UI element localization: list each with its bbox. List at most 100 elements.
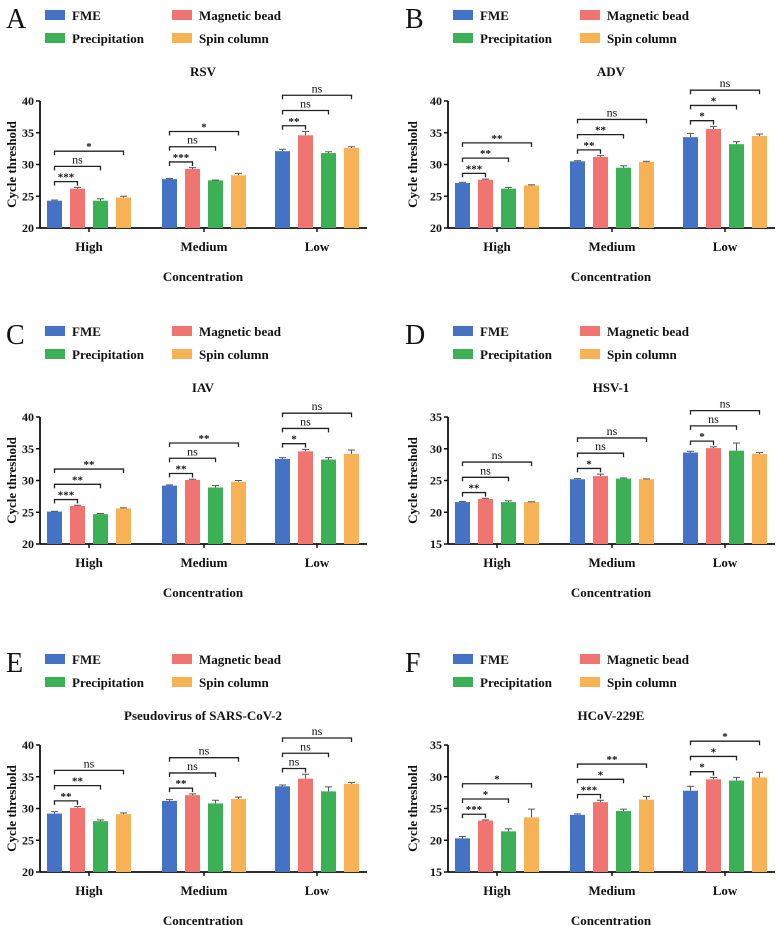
bar-fme-low bbox=[683, 790, 698, 872]
significance-bracket: * bbox=[576, 769, 625, 784]
bar-magnetic-bead-high bbox=[478, 820, 493, 872]
bracket-line bbox=[461, 142, 533, 147]
bracket-line bbox=[281, 737, 353, 743]
legend-swatch bbox=[580, 33, 600, 43]
category-label: Medium bbox=[589, 239, 636, 254]
y-axis-label: Cycle threshold bbox=[405, 120, 420, 208]
significance-label: * bbox=[711, 95, 717, 107]
significance-bracket: * bbox=[689, 111, 715, 125]
legend-label: Magnetic bead bbox=[199, 652, 282, 667]
significance-bracket: * bbox=[689, 95, 738, 110]
legend-label: Spin column bbox=[607, 31, 677, 46]
y-tick-label: 20 bbox=[22, 865, 34, 879]
significance-label: * bbox=[201, 121, 207, 133]
y-axis-label: Cycle threshold bbox=[4, 436, 19, 524]
legend-item: Precipitation bbox=[453, 675, 553, 690]
bracket-line bbox=[168, 757, 240, 762]
category-label: Low bbox=[305, 883, 330, 898]
bar-spin-column-low bbox=[752, 453, 767, 544]
bracket-line bbox=[281, 443, 307, 448]
y-axis-label: Cycle threshold bbox=[405, 436, 420, 524]
significance-bracket: ** bbox=[53, 791, 79, 805]
significance-label: ** bbox=[72, 776, 84, 788]
significance-bracket: *** bbox=[461, 163, 487, 178]
significance-bracket: * bbox=[689, 746, 738, 761]
legend-swatch bbox=[172, 326, 192, 336]
bracket-line bbox=[281, 94, 353, 100]
bar-precipitation-medium bbox=[208, 803, 223, 872]
legend-label: Magnetic bead bbox=[199, 8, 282, 23]
panel-b: B FME Magnetic bead Precipitation Spin colum… bbox=[405, 4, 775, 284]
significance-bracket: ns bbox=[168, 133, 217, 151]
chart-title: IAV bbox=[192, 380, 215, 395]
significance-label: ns bbox=[607, 105, 618, 119]
bar-fme-medium bbox=[162, 800, 177, 872]
bracket-line bbox=[689, 410, 761, 415]
panel-letter: D bbox=[405, 320, 425, 351]
significance-label: * bbox=[598, 769, 604, 781]
legend: FME Magnetic bead Precipitation Spin column bbox=[45, 652, 282, 690]
panel-a: A FME Magnetic bead Precipitation Spin colum… bbox=[4, 4, 367, 284]
bracket-line bbox=[576, 134, 625, 139]
bar-spin-column-high bbox=[524, 817, 539, 872]
legend-item: Spin column bbox=[580, 347, 677, 362]
bar-fme-high bbox=[47, 813, 62, 872]
y-tick-label: 30 bbox=[430, 158, 442, 172]
bar-spin-column-high bbox=[116, 814, 131, 872]
significance-label: ns bbox=[289, 754, 300, 768]
legend-label: FME bbox=[72, 324, 101, 339]
bar-spin-column-medium bbox=[231, 798, 246, 872]
panel-d: D FME Magnetic bead Precipitation Spin colum… bbox=[405, 320, 775, 600]
significance-label: *** bbox=[58, 172, 75, 184]
bar-group-high: ****ns bbox=[47, 756, 131, 872]
bar-magnetic-bead-low bbox=[298, 778, 313, 872]
significance-label: ** bbox=[480, 148, 492, 160]
significance-label: ns bbox=[492, 448, 503, 462]
significance-label: ns bbox=[720, 76, 731, 90]
y-tick-label: 25 bbox=[430, 189, 442, 203]
x-axis-label: Concentration bbox=[571, 269, 652, 284]
bar-magnetic-bead-high bbox=[478, 498, 493, 544]
bar-spin-column-low bbox=[344, 147, 359, 228]
bar-fme-low bbox=[683, 137, 698, 228]
legend-item: FME bbox=[453, 652, 509, 667]
category-label: Low bbox=[713, 239, 738, 254]
significance-bracket: ns bbox=[689, 76, 761, 95]
significance-label: ns bbox=[708, 412, 719, 426]
y-tick-label: 35 bbox=[22, 770, 34, 784]
y-tick-label: 40 bbox=[22, 738, 34, 752]
bar-fme-high bbox=[455, 182, 470, 228]
category-label: High bbox=[75, 239, 103, 254]
significance-bracket: ns bbox=[281, 739, 330, 758]
bar-fme-medium bbox=[162, 179, 177, 228]
bar-fme-medium bbox=[570, 814, 585, 872]
significance-bracket: *** bbox=[53, 490, 79, 504]
category-label: Medium bbox=[181, 239, 228, 254]
bar-spin-column-high bbox=[116, 508, 131, 544]
x-axis-label: Concentration bbox=[163, 585, 244, 600]
legend-swatch bbox=[172, 654, 192, 664]
bracket-line bbox=[168, 772, 217, 777]
significance-bracket: * bbox=[689, 762, 715, 776]
chart-title: HCoV-229E bbox=[578, 708, 645, 723]
bar-precipitation-high bbox=[501, 502, 516, 544]
significance-bracket: ns bbox=[281, 414, 330, 433]
bar-spin-column-medium bbox=[231, 481, 246, 544]
y-tick-label: 25 bbox=[22, 833, 34, 847]
category-label: High bbox=[75, 555, 103, 570]
bar-precipitation-medium bbox=[616, 478, 631, 544]
chart-title: ADV bbox=[597, 64, 626, 79]
legend-item: FME bbox=[45, 324, 101, 339]
legend-label: Spin column bbox=[199, 31, 269, 46]
bracket-line bbox=[53, 769, 125, 775]
y-tick-label: 35 bbox=[22, 442, 34, 456]
bracket-line bbox=[461, 783, 533, 788]
significance-bracket: ns bbox=[168, 759, 217, 777]
bar-fme-high bbox=[47, 511, 62, 544]
significance-label: *** bbox=[466, 163, 483, 175]
category-label: Medium bbox=[589, 883, 636, 898]
bar-magnetic-bead-medium bbox=[185, 795, 200, 872]
legend-swatch bbox=[172, 33, 192, 43]
